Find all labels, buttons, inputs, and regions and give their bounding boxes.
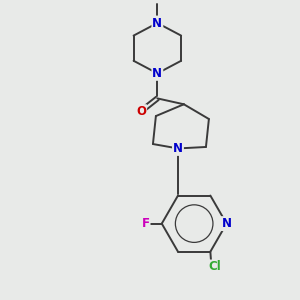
Text: N: N	[152, 16, 162, 29]
Text: N: N	[222, 217, 232, 230]
Text: O: O	[136, 105, 146, 118]
Text: F: F	[142, 217, 150, 230]
Text: N: N	[173, 142, 183, 155]
Text: N: N	[152, 67, 162, 80]
Text: Cl: Cl	[208, 260, 221, 274]
